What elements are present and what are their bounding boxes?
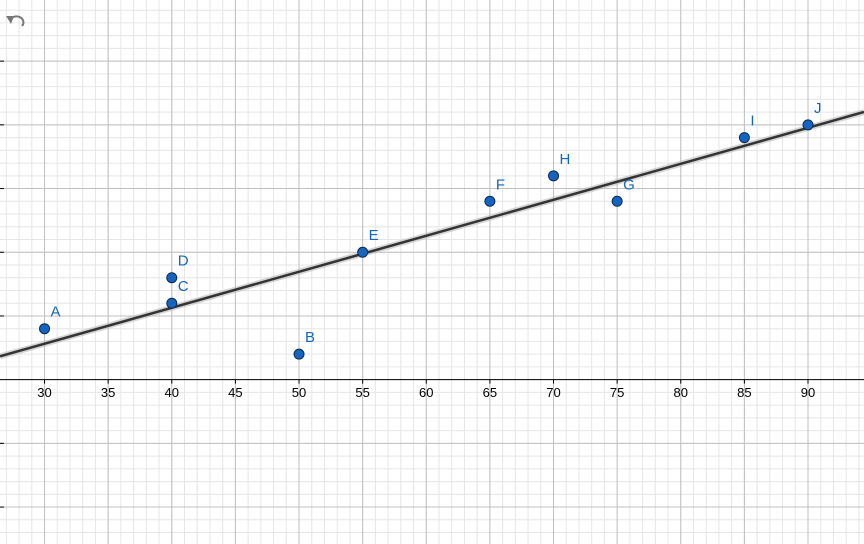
x-tick-label: 30 xyxy=(37,385,51,400)
point-label: E xyxy=(369,227,379,244)
point-label: D xyxy=(178,253,189,270)
point-label: B xyxy=(305,329,315,346)
x-tick-label: 75 xyxy=(610,385,624,400)
x-tick-label: 40 xyxy=(165,385,179,400)
plot: 30 35 40 45 50 55 60 65 70 75 80 85 90 A B CD E F G H I J xyxy=(0,60,864,508)
point xyxy=(611,195,623,207)
point xyxy=(738,132,750,144)
x-tick-label: 50 xyxy=(292,385,306,400)
x-tick-label: 45 xyxy=(228,385,242,400)
point xyxy=(548,170,560,182)
point xyxy=(293,348,305,360)
point-label: I xyxy=(750,113,754,130)
point-label: H xyxy=(560,151,571,168)
x-tick-label: 85 xyxy=(737,385,751,400)
fit-line xyxy=(0,110,864,358)
point-label: J xyxy=(814,100,822,117)
x-tick-label: 55 xyxy=(355,385,369,400)
x-tick-label: 35 xyxy=(101,385,115,400)
x-tick-label: 60 xyxy=(419,385,433,400)
point xyxy=(166,272,178,284)
point-label: G xyxy=(623,176,635,193)
point-label: A xyxy=(51,304,61,321)
point xyxy=(166,297,178,309)
point-label: C xyxy=(178,278,189,295)
undo-button[interactable] xyxy=(6,15,25,27)
point xyxy=(357,246,369,258)
point xyxy=(484,195,496,207)
point xyxy=(802,119,814,131)
point xyxy=(39,323,51,335)
x-tick-label: 70 xyxy=(546,385,560,400)
x-tick-label: 65 xyxy=(483,385,497,400)
x-tick-label: 90 xyxy=(801,385,815,400)
x-tick-label: 80 xyxy=(674,385,688,400)
point-label: F xyxy=(496,176,505,193)
